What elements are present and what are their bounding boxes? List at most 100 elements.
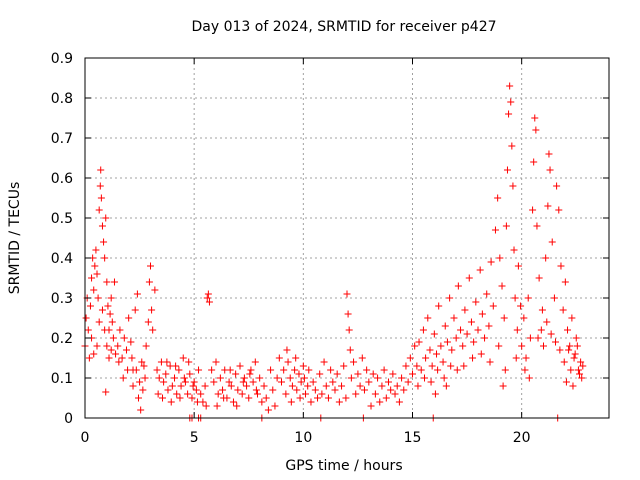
data-point: [441, 322, 449, 330]
data-point: [107, 346, 115, 354]
data-point: [138, 358, 146, 366]
data-point: [102, 214, 110, 222]
data-point: [296, 394, 304, 402]
data-point: [452, 334, 460, 342]
x-axis-label: GPS time / hours: [285, 458, 402, 474]
data-point: [512, 354, 520, 362]
data-point: [203, 294, 211, 302]
data-point: [520, 314, 528, 322]
data-point: [513, 326, 521, 334]
data-point: [292, 354, 300, 362]
data-point: [540, 342, 547, 350]
data-point: [153, 366, 161, 374]
data-point: [179, 354, 187, 362]
data-point: [98, 306, 106, 314]
data-point: [544, 202, 552, 210]
data-point: [569, 382, 577, 390]
x-tick-labels: 0 5 10 15 20: [81, 430, 531, 446]
data-point: [82, 314, 90, 322]
data-point: [227, 382, 235, 390]
data-point: [367, 402, 375, 410]
data-point: [363, 366, 371, 374]
data-point: [501, 366, 509, 374]
grid-lines: [85, 57, 609, 418]
data-point: [500, 314, 508, 322]
data-point: [442, 382, 450, 390]
data-point: [356, 382, 364, 390]
data-point: [327, 366, 335, 374]
y-tick-label: 0.9: [51, 51, 73, 67]
data-point: [529, 206, 537, 214]
data-point: [262, 394, 270, 402]
data-point: [459, 342, 467, 350]
chart-title: Day 013 of 2024, SRMTID for receiver p42…: [191, 19, 496, 35]
data-point: [487, 258, 495, 266]
data-point: [273, 374, 281, 382]
data-point: [454, 282, 462, 290]
data-point: [374, 374, 382, 382]
data-point: [478, 310, 486, 318]
data-point: [437, 342, 445, 350]
data-point: [570, 354, 578, 362]
data-point: [96, 182, 104, 190]
data-point: [134, 394, 142, 402]
data-point: [431, 390, 439, 398]
data-point: [446, 294, 454, 302]
data-point: [98, 222, 106, 230]
data-point: [213, 402, 221, 410]
data-point: [547, 330, 555, 338]
data-point: [318, 390, 326, 398]
data-point: [253, 390, 261, 398]
data-point: [107, 294, 115, 302]
data-point: [106, 310, 114, 318]
data-point: [195, 366, 203, 374]
data-point: [450, 314, 458, 322]
data-point: [524, 294, 532, 302]
data-point: [365, 378, 373, 386]
y-tick-labels: 0 0.1 0.2 0.3 0.4 0.5 0.6 0.7 0.8 0.9: [51, 51, 73, 427]
data-point: [137, 406, 145, 414]
data-point: [84, 326, 92, 334]
data-point: [144, 318, 152, 326]
data-point: [316, 370, 324, 378]
data-point: [132, 366, 140, 374]
data-point: [369, 370, 377, 378]
data-point: [151, 286, 159, 294]
data-point: [521, 366, 529, 374]
data-point: [172, 362, 180, 370]
data-point: [247, 366, 255, 374]
data-point: [92, 246, 100, 254]
data-point: [102, 388, 110, 396]
data-point: [118, 354, 126, 362]
data-point: [384, 378, 392, 386]
data-point: [572, 334, 580, 342]
y-tick-label: 0: [64, 411, 73, 427]
data-point: [103, 278, 111, 286]
axis-ticks: [84, 57, 609, 419]
data-point: [427, 378, 435, 386]
data-point: [147, 262, 154, 270]
data-point: [95, 206, 103, 214]
data-point: [129, 382, 137, 390]
data-point: [280, 366, 288, 374]
data-point: [548, 238, 556, 246]
data-point: [128, 354, 136, 362]
data-point: [557, 262, 565, 270]
data-point: [149, 326, 157, 334]
data-point: [236, 362, 244, 370]
data-point: [192, 386, 200, 394]
data-point: [140, 362, 148, 370]
data-point: [342, 394, 350, 402]
data-point: [579, 362, 587, 370]
data-point: [535, 274, 543, 282]
data-point: [561, 278, 569, 286]
data-point: [453, 366, 461, 374]
data-point: [428, 362, 436, 370]
data-point: [304, 382, 312, 390]
data-point: [542, 254, 550, 262]
data-point: [483, 290, 491, 298]
data-point: [474, 326, 482, 334]
data-point: [245, 394, 253, 402]
data-point: [400, 386, 408, 394]
data-point: [264, 406, 272, 414]
